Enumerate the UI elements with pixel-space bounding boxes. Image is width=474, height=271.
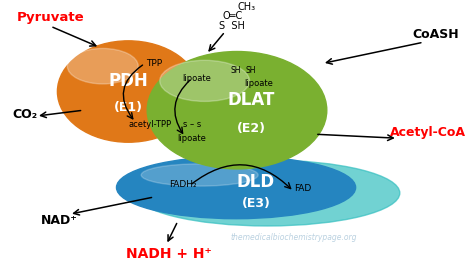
Text: (E1): (E1): [114, 101, 143, 114]
Text: NAD⁺: NAD⁺: [41, 214, 78, 227]
Text: lipoate: lipoate: [244, 79, 273, 88]
Text: Acetyl-CoA: Acetyl-CoA: [390, 125, 466, 138]
Text: FADH₂: FADH₂: [169, 180, 196, 189]
Text: S  SH: S SH: [219, 21, 245, 31]
Text: (E2): (E2): [237, 122, 266, 136]
Ellipse shape: [160, 60, 250, 101]
Ellipse shape: [117, 156, 356, 219]
Ellipse shape: [135, 160, 400, 226]
Text: CoASH: CoASH: [412, 28, 459, 41]
Text: SH: SH: [231, 66, 241, 75]
Text: Pyruvate: Pyruvate: [17, 11, 85, 24]
Text: PDH: PDH: [109, 72, 148, 90]
Text: CO₂: CO₂: [12, 108, 37, 121]
Text: DLD: DLD: [237, 173, 275, 191]
Ellipse shape: [57, 41, 199, 142]
Text: themedicalbiochemistrypage.org: themedicalbiochemistrypage.org: [230, 233, 357, 242]
Text: NADH + H⁺: NADH + H⁺: [126, 247, 211, 261]
Text: FAD: FAD: [294, 185, 312, 193]
Text: CH₃: CH₃: [237, 2, 255, 12]
Text: s – s: s – s: [183, 120, 201, 129]
Text: SH: SH: [246, 66, 256, 75]
Text: (E3): (E3): [241, 197, 270, 210]
Text: TPP: TPP: [146, 59, 163, 68]
Text: lipoate: lipoate: [182, 74, 211, 83]
Text: acetyl-TPP: acetyl-TPP: [128, 120, 171, 129]
Text: DLAT: DLAT: [228, 91, 275, 109]
Text: O═C: O═C: [222, 11, 242, 21]
Ellipse shape: [147, 51, 327, 169]
Ellipse shape: [67, 49, 138, 84]
Text: lipoate: lipoate: [178, 134, 207, 143]
Ellipse shape: [141, 164, 258, 186]
